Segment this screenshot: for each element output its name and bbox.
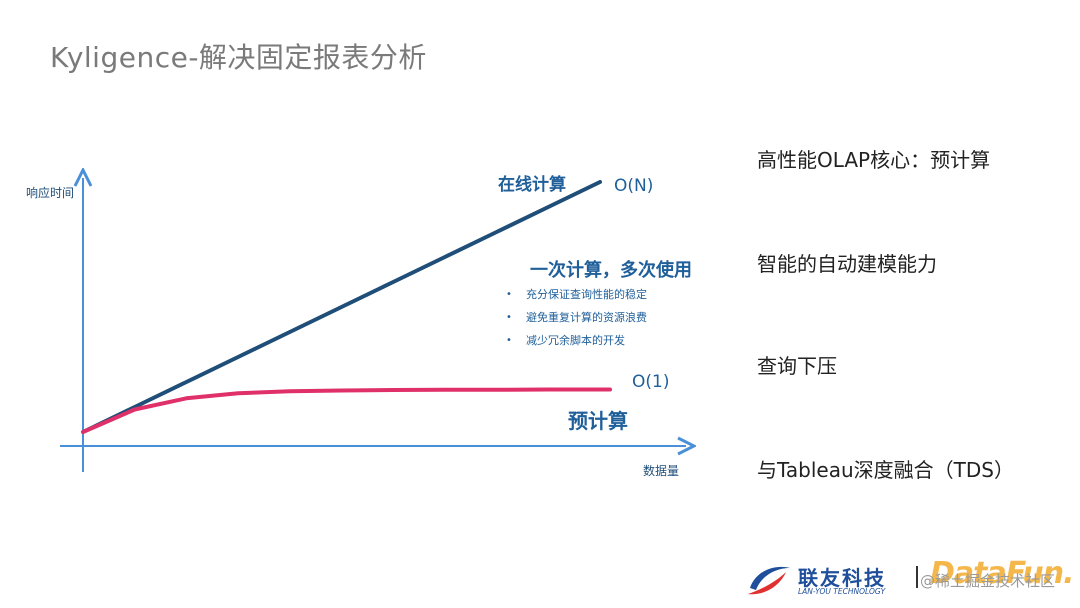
x-axis-label: 数据量 xyxy=(643,464,680,478)
footer-divider xyxy=(916,566,918,588)
logo-swoosh-icon xyxy=(748,566,790,595)
online-compute-label: 在线计算 xyxy=(498,175,566,195)
bullet-icon: • xyxy=(506,335,512,346)
feature-item: 智能的自动建模能力 xyxy=(757,252,937,276)
callout-bullet: • 充分保证查询性能的稳定 xyxy=(506,288,647,301)
logo-text-en: LAN-YOU TECHNOLOGY xyxy=(798,587,886,596)
online-complexity-label: O(N) xyxy=(614,176,654,196)
precompute-complexity-label: O(1) xyxy=(632,372,670,392)
series-line-precompute xyxy=(81,387,612,434)
y-axis-label: 响应时间 xyxy=(26,186,75,200)
callout-bullet: • 减少冗余脚本的开发 xyxy=(506,334,625,347)
company-logo: 联友科技 LAN-YOU TECHNOLOGY xyxy=(746,556,906,600)
callout-title: 一次计算，多次使用 xyxy=(530,260,692,281)
slide-title: Kyligence-解决固定报表分析 xyxy=(50,41,427,74)
callout-bullet: • 避免重复计算的资源浪费 xyxy=(506,311,647,324)
bullet-icon: • xyxy=(506,312,512,323)
precompute-label: 预计算 xyxy=(568,409,628,433)
bullet-icon: • xyxy=(506,289,512,300)
feature-item: 与Tableau深度融合（TDS） xyxy=(757,458,1014,482)
logo-text-cn: 联友科技 xyxy=(798,566,886,590)
callout-bullet-list: • 充分保证查询性能的稳定 • 避免重复计算的资源浪费 • 减少冗余脚本的开发 xyxy=(506,287,647,356)
feature-item: 查询下压 xyxy=(757,354,837,378)
feature-item: 高性能OLAP核心：预计算 xyxy=(757,148,991,172)
watermark: @稀土掘金技术社区 xyxy=(920,572,1056,590)
datafun-brand: DataFun. xyxy=(930,556,1074,591)
series-line-online xyxy=(81,180,602,434)
